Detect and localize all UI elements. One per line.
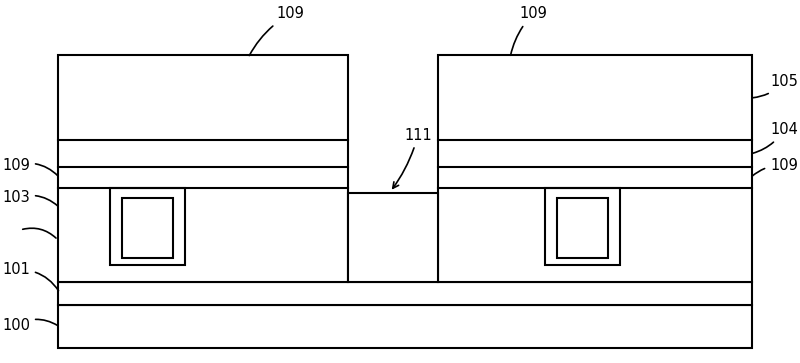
Bar bbox=[557, 198, 608, 258]
Bar bbox=[122, 198, 173, 258]
Text: 111: 111 bbox=[393, 127, 432, 188]
Bar bbox=[110, 188, 185, 265]
Text: 109: 109 bbox=[250, 7, 304, 56]
Bar bbox=[348, 193, 438, 282]
Text: 105: 105 bbox=[753, 74, 798, 98]
Bar bbox=[58, 55, 348, 282]
Text: 103: 103 bbox=[2, 191, 58, 206]
Text: 104: 104 bbox=[753, 122, 798, 153]
Bar bbox=[545, 188, 620, 265]
Bar bbox=[58, 305, 752, 348]
Text: 109: 109 bbox=[752, 158, 798, 176]
Text: 101: 101 bbox=[2, 262, 58, 291]
Text: 109: 109 bbox=[510, 7, 547, 55]
Text: 100: 100 bbox=[2, 318, 58, 333]
Text: 109: 109 bbox=[2, 158, 58, 176]
Bar bbox=[58, 282, 752, 305]
Bar bbox=[438, 55, 752, 282]
